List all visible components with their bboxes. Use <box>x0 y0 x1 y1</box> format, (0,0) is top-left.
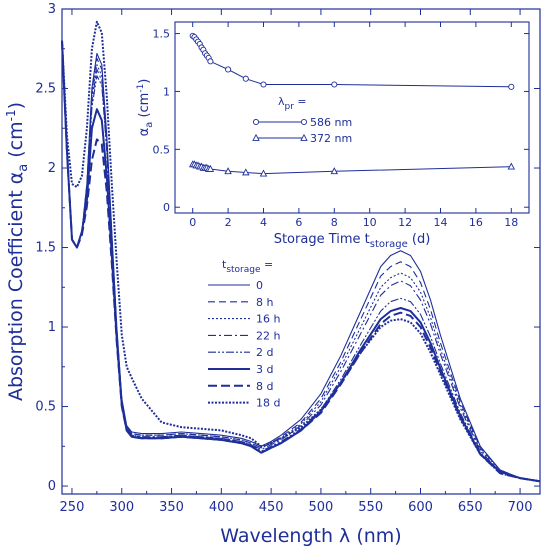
inset-x-tick-label-0: 0 <box>189 216 196 229</box>
series-line-18d <box>61 20 541 483</box>
y-axis-title: Absorption Coefficient αa (cm-1) <box>4 102 31 401</box>
y-tick-label-1: 1 <box>48 320 56 335</box>
x-tick-label-400: 400 <box>209 500 234 515</box>
inset-y-tick-label-0: 0 <box>163 201 170 214</box>
inset-point-586nm-12 <box>242 75 249 82</box>
legend-label-2d: 2 d <box>256 346 273 359</box>
inset-legend-marker-left-586nm <box>252 118 260 126</box>
series-line-22h <box>61 40 541 482</box>
inset-point-586nm-14 <box>331 81 338 88</box>
inset-x-tick-label-2: 2 <box>225 216 232 229</box>
x-tick-label-250: 250 <box>60 500 85 515</box>
inset-y-tick-label-1.5: 1.5 <box>153 28 171 41</box>
legend-label-0: 0 <box>256 279 263 292</box>
y-tick-label-0: 0 <box>48 479 56 494</box>
inset-x-tick-label-6: 6 <box>295 216 302 229</box>
inset-point-372nm-15 <box>507 162 516 170</box>
legend-label-16h: 16 h <box>256 313 280 326</box>
inset-point-372nm-13 <box>259 169 268 177</box>
inset-plot: 0 2 4 6 8 10 12 14 16 18 0 0.5 1 1.5 Storage Time tsto… <box>136 21 530 250</box>
inset-x-tick-label-12: 12 <box>398 216 412 229</box>
inset-y-tick-label-1: 1 <box>163 85 170 98</box>
inset-x-axis-title: Storage Time tstorage (d) <box>274 232 431 250</box>
inset-legend-label-586nm: 586 nm <box>310 116 352 129</box>
y-tick-label-3: 3 <box>48 2 56 17</box>
series-line-8h <box>61 40 541 482</box>
inset-legend-marker-right-372nm <box>300 133 308 141</box>
y-tick-label-0.5: 0.5 <box>35 400 56 415</box>
x-tick-label-500: 500 <box>309 500 334 515</box>
inset-legend-marker-left-372nm <box>252 133 260 141</box>
inset-point-372nm-12 <box>242 168 250 176</box>
series-line-2d <box>61 40 541 482</box>
x-tick-label-650: 650 <box>458 500 483 515</box>
legend-label-18d: 18 d <box>256 397 280 410</box>
series-line-16h <box>61 40 541 482</box>
inset-x-tick-label-18: 18 <box>504 216 518 229</box>
inset-point-586nm-10 <box>207 58 214 65</box>
x-axis-title: Wavelength λ (nm) <box>220 525 401 547</box>
legend-title: tstorage = <box>222 258 273 275</box>
series-line-0 <box>61 40 541 482</box>
inset-x-tick-label-8: 8 <box>331 216 338 229</box>
x-tick-label-700: 700 <box>508 500 533 515</box>
y-tick-label-2: 2 <box>48 161 56 176</box>
x-tick-label-550: 550 <box>358 500 383 515</box>
inset-point-586nm-15 <box>508 83 515 90</box>
inset-frame <box>174 21 530 214</box>
series-line-8d <box>61 40 541 483</box>
inset-x-tick-label-4: 4 <box>260 216 267 229</box>
legend-label-22h: 22 h <box>256 329 280 342</box>
main-legend: tstorage = 0 8 h 16 h 22 h 2 d 3 d 8 d 18 d <box>208 258 280 410</box>
inset-point-586nm-11 <box>225 66 232 73</box>
y-tick-label-2.5: 2.5 <box>35 82 56 97</box>
y-tick-label-1.5: 1.5 <box>35 241 56 256</box>
legend-label-8d: 8 d <box>256 380 273 393</box>
x-tick-label-300: 300 <box>109 500 134 515</box>
x-tick-label-450: 450 <box>259 500 284 515</box>
inset-y-tick-label-0.5: 0.5 <box>153 143 171 156</box>
inset-x-tick-label-14: 14 <box>434 216 448 229</box>
inset-point-372nm-11 <box>224 167 232 175</box>
x-tick-label-350: 350 <box>159 500 184 515</box>
inset-legend-marker-right-586nm <box>300 118 308 126</box>
inset-legend-label-372nm: 372 nm <box>310 132 352 145</box>
inset-point-372nm-10 <box>206 164 215 172</box>
legend-label-3d: 3 d <box>256 363 273 376</box>
inset-x-tick-label-16: 16 <box>469 216 483 229</box>
x-tick-label-600: 600 <box>408 500 433 515</box>
inset-x-tick-label-10: 10 <box>363 216 377 229</box>
inset-point-586nm-13 <box>260 81 267 88</box>
main-plot-frame <box>61 8 541 495</box>
inset-y-axis-title: αa (cm-1) <box>136 79 155 137</box>
legend-label-8h: 8 h <box>256 296 273 309</box>
main-plot: 250 300 350 400 450 500 550 600 650 70000.511.522… <box>4 2 541 547</box>
inset-point-372nm-14 <box>330 167 339 175</box>
